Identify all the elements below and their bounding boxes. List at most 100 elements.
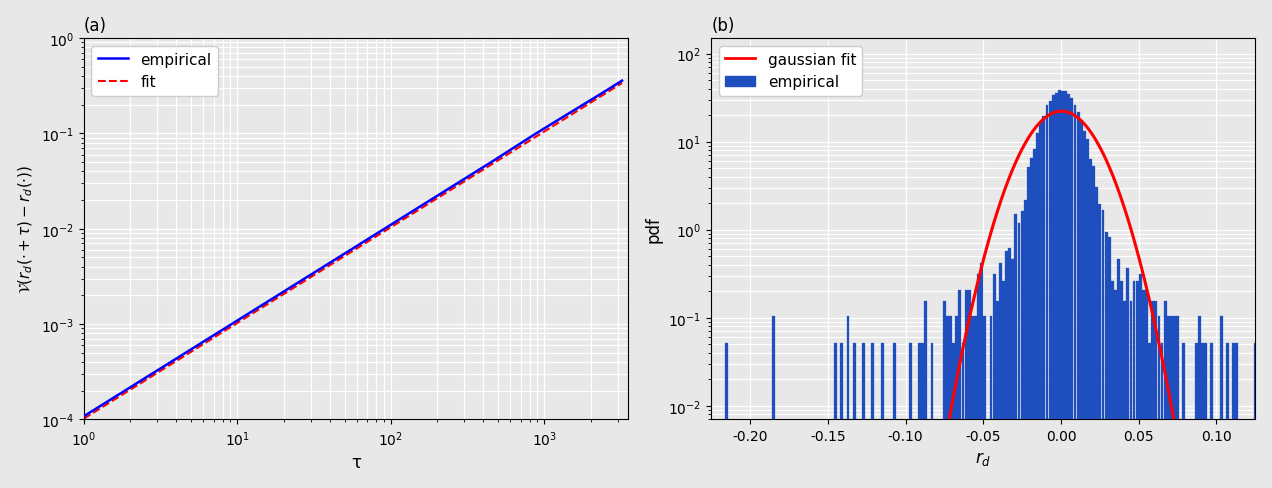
Bar (1136, 282, 1138, 488)
Y-axis label: pdf: pdf (645, 216, 663, 243)
Bar (725, 343, 728, 488)
Bar (1002, 282, 1005, 488)
Bar (908, 343, 912, 488)
Bar (871, 343, 874, 488)
empirical (485, 160, 500, 165)
Legend: empirical, fit: empirical, fit (92, 46, 218, 96)
Bar (1121, 282, 1123, 488)
Bar (1254, 343, 1257, 488)
empirical (403, 210, 418, 216)
Line: empirical: empirical (84, 81, 622, 416)
Bar (1205, 343, 1207, 488)
Bar (1027, 168, 1030, 488)
Bar (992, 275, 996, 488)
Text: (a): (a) (84, 17, 107, 35)
Bar (1020, 212, 1024, 488)
Bar (1198, 317, 1201, 488)
Bar (1108, 237, 1110, 488)
Bar (955, 317, 958, 488)
Bar (862, 343, 865, 488)
Bar (841, 343, 843, 488)
Bar (1080, 121, 1082, 488)
Bar (1039, 123, 1042, 488)
Bar (1130, 301, 1132, 488)
fit (539, 127, 555, 133)
Bar (968, 290, 971, 488)
Bar (918, 343, 921, 488)
fit (76, 416, 92, 422)
Bar (1024, 200, 1027, 488)
Bar (959, 290, 962, 488)
empirical (418, 200, 434, 206)
Line: fit: fit (84, 84, 622, 419)
fit (485, 162, 500, 168)
Bar (1058, 90, 1061, 488)
Bar (1061, 92, 1063, 488)
empirical (539, 124, 555, 130)
fit (109, 395, 125, 401)
Bar (1114, 290, 1117, 488)
Bar (1071, 99, 1074, 488)
Bar (1067, 95, 1070, 488)
Bar (1093, 166, 1095, 488)
Bar (1233, 343, 1235, 488)
Bar (1151, 301, 1154, 488)
Bar (1076, 113, 1080, 488)
Bar (1164, 301, 1166, 488)
Bar (1166, 317, 1170, 488)
Bar (983, 317, 986, 488)
Bar (1082, 132, 1086, 488)
empirical (109, 393, 125, 399)
Bar (971, 317, 974, 488)
fit (403, 213, 418, 219)
Bar (1211, 343, 1213, 488)
Bar (1048, 102, 1052, 488)
fit (418, 203, 434, 208)
Bar (1089, 159, 1091, 488)
Bar (1030, 159, 1033, 488)
Bar (1033, 150, 1035, 488)
Bar (1183, 343, 1186, 488)
Bar (946, 317, 949, 488)
empirical (76, 413, 92, 419)
Bar (852, 343, 856, 488)
Bar (834, 343, 837, 488)
Legend: gaussian fit, empirical: gaussian fit, empirical (719, 46, 862, 96)
Bar (1011, 259, 1014, 488)
Bar (1018, 224, 1020, 488)
Bar (1138, 275, 1142, 488)
Bar (1173, 317, 1175, 488)
Bar (964, 290, 968, 488)
Bar (1177, 317, 1179, 488)
Bar (1220, 317, 1222, 488)
Bar (1123, 301, 1126, 488)
Y-axis label: $\mathcal{V}(r_d(\cdot + \tau) - r_d(\cdot))$: $\mathcal{V}(r_d(\cdot + \tau) - r_d(\cd… (17, 165, 36, 294)
Bar (1145, 290, 1147, 488)
Bar (1117, 259, 1119, 488)
Bar (1170, 317, 1173, 488)
Bar (981, 264, 983, 488)
Bar (1201, 343, 1203, 488)
Bar (1132, 282, 1136, 488)
Bar (1102, 211, 1104, 488)
Bar (1005, 251, 1007, 488)
fit (614, 81, 630, 87)
Bar (1054, 93, 1058, 488)
Bar (1043, 117, 1046, 488)
Bar (1015, 214, 1018, 488)
Bar (1235, 343, 1238, 488)
Bar (1194, 343, 1198, 488)
Bar (999, 264, 1002, 488)
Bar (962, 343, 964, 488)
X-axis label: τ: τ (351, 453, 361, 471)
Bar (1155, 301, 1158, 488)
Bar (943, 301, 946, 488)
Bar (1086, 140, 1089, 488)
Bar (1099, 204, 1102, 488)
Bar (977, 275, 979, 488)
Bar (1074, 106, 1076, 488)
Bar (772, 317, 775, 488)
Bar (1226, 343, 1229, 488)
Bar (921, 343, 923, 488)
Bar (1160, 343, 1164, 488)
